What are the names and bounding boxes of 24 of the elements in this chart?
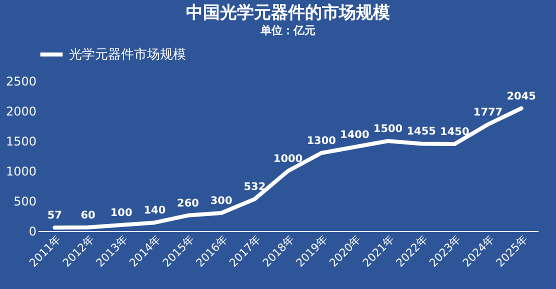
data-label: 57 (47, 210, 62, 222)
y-tick-label: 1000 (6, 164, 36, 178)
data-label: 1500 (373, 123, 403, 135)
y-tick-label: 0 (28, 224, 36, 238)
data-label: 1450 (440, 126, 470, 138)
data-label: 1300 (306, 135, 336, 147)
chart-subtitle: 单位：亿元 (260, 24, 316, 37)
y-tick-label: 2000 (6, 104, 36, 118)
data-label: 100 (110, 207, 132, 219)
data-label: 1777 (473, 106, 503, 118)
data-label: 1400 (340, 129, 370, 141)
data-label: 1455 (406, 126, 436, 138)
data-label: 260 (177, 197, 199, 210)
legend-label: 光学元器件市场规模 (69, 48, 186, 62)
y-tick-label: 2500 (6, 74, 36, 88)
data-label: 140 (144, 204, 166, 217)
y-tick-label: 500 (14, 194, 36, 208)
data-label: 1000 (273, 153, 303, 165)
data-label: 2045 (506, 90, 536, 102)
data-label: 532 (244, 181, 266, 194)
data-label: 300 (210, 195, 232, 207)
chart-title: 中国光学元器件的市场规模 (186, 3, 390, 23)
data-label: 60 (80, 209, 96, 222)
y-tick-label: 1500 (6, 134, 36, 148)
